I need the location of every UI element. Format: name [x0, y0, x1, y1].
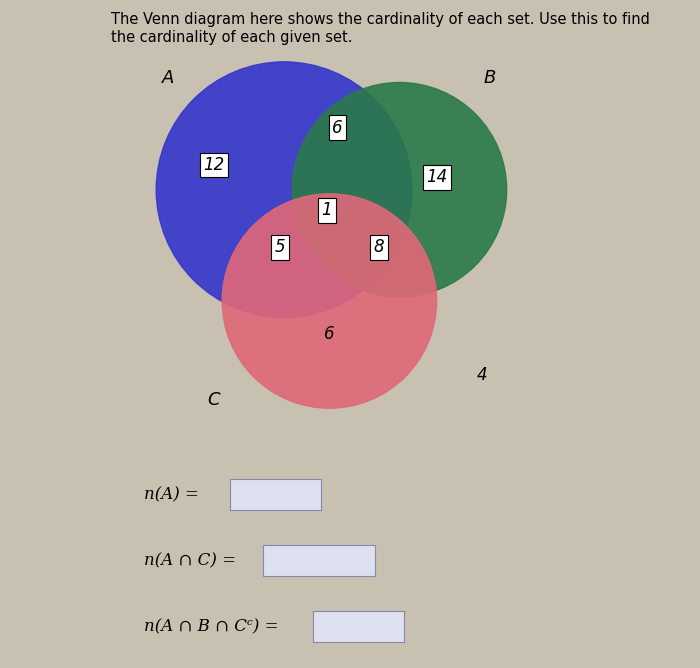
Text: 5: 5 — [274, 238, 285, 257]
FancyBboxPatch shape — [263, 545, 374, 576]
Text: n(A ∩ B ∩ Cᶜ) =: n(A ∩ B ∩ Cᶜ) = — [144, 619, 284, 635]
Text: 6: 6 — [332, 119, 343, 137]
Text: 8: 8 — [374, 238, 384, 257]
Text: A: A — [162, 69, 175, 88]
Text: n(A ∩ C) =: n(A ∩ C) = — [144, 552, 241, 569]
Text: 6: 6 — [324, 325, 335, 343]
Text: The Venn diagram here shows the cardinality of each set. Use this to find
the ca: The Venn diagram here shows the cardinal… — [111, 13, 650, 45]
Text: 14: 14 — [426, 168, 447, 186]
Circle shape — [293, 82, 507, 297]
Text: 12: 12 — [203, 156, 225, 174]
Text: B: B — [484, 69, 496, 88]
Text: 4: 4 — [477, 366, 487, 384]
Text: n(A) =: n(A) = — [144, 486, 204, 503]
Text: 1: 1 — [321, 201, 332, 219]
Circle shape — [156, 62, 412, 317]
FancyBboxPatch shape — [230, 479, 321, 510]
Circle shape — [222, 194, 437, 408]
FancyBboxPatch shape — [313, 611, 404, 643]
Text: C: C — [208, 391, 220, 409]
